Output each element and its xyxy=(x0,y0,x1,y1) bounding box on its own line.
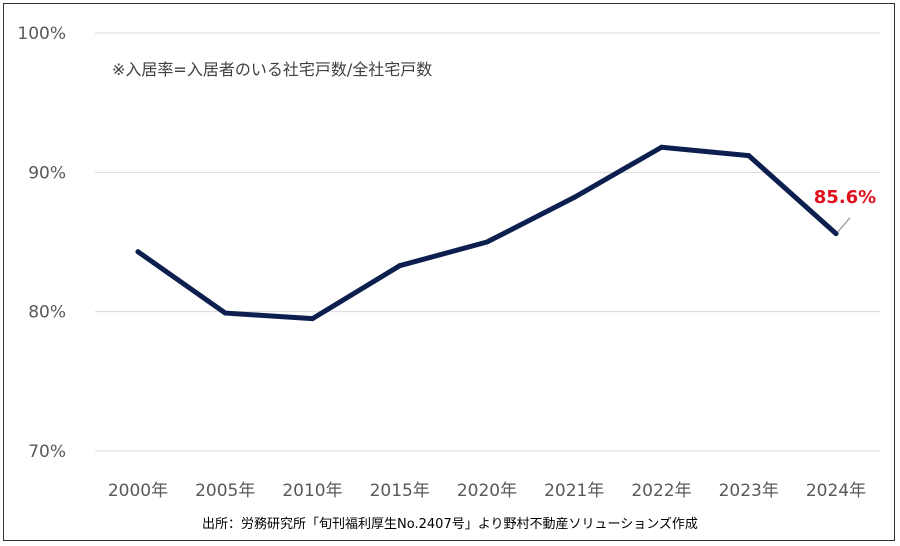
y-axis-ticks: 70% 80% 90% 100% xyxy=(17,24,66,462)
data-point-3 xyxy=(397,263,403,269)
y-tick-label-100: 100% xyxy=(17,24,66,44)
x-tick-label-8: 2024年 xyxy=(806,481,866,501)
x-axis-ticks: 2000年 2005年 2010年 2015年 2020年 2021年 2022年 2023年… xyxy=(108,481,866,501)
data-point-7 xyxy=(746,153,752,159)
data-point-5 xyxy=(571,194,577,200)
x-tick-label-4: 2020年 xyxy=(457,481,517,501)
y-tick-label-90: 90% xyxy=(28,163,66,183)
x-tick-label-0: 2000年 xyxy=(108,481,168,501)
data-point-0 xyxy=(135,249,141,255)
series-group xyxy=(135,144,839,322)
data-point-1 xyxy=(222,310,228,316)
data-point-4 xyxy=(484,239,490,245)
annotation-group: 85.6% xyxy=(814,187,876,233)
x-tick-label-5: 2021年 xyxy=(544,481,604,501)
x-tick-label-2: 2010年 xyxy=(282,481,342,501)
data-point-6 xyxy=(659,144,664,150)
y-tick-label-70: 70% xyxy=(28,442,66,462)
x-tick-label-1: 2005年 xyxy=(195,481,255,501)
x-tick-label-7: 2023年 xyxy=(719,481,779,501)
source-note: 出所：労務研究所「旬刊福利厚生No.2407号」より野村不動産ソリューションズ作… xyxy=(202,516,698,532)
data-point-2 xyxy=(310,316,315,322)
annotation-leader-line xyxy=(837,217,851,233)
series-line-0 xyxy=(135,144,839,322)
x-tick-label-3: 2015年 xyxy=(370,481,430,501)
chart-note: ※入居率=入居者のいる社宅戸数/全社宅戸数 xyxy=(112,60,432,79)
y-tick-label-80: 80% xyxy=(28,303,66,323)
x-tick-label-6: 2022年 xyxy=(631,481,691,501)
data-point-8 xyxy=(833,231,839,237)
annotation-label: 85.6% xyxy=(814,187,876,208)
